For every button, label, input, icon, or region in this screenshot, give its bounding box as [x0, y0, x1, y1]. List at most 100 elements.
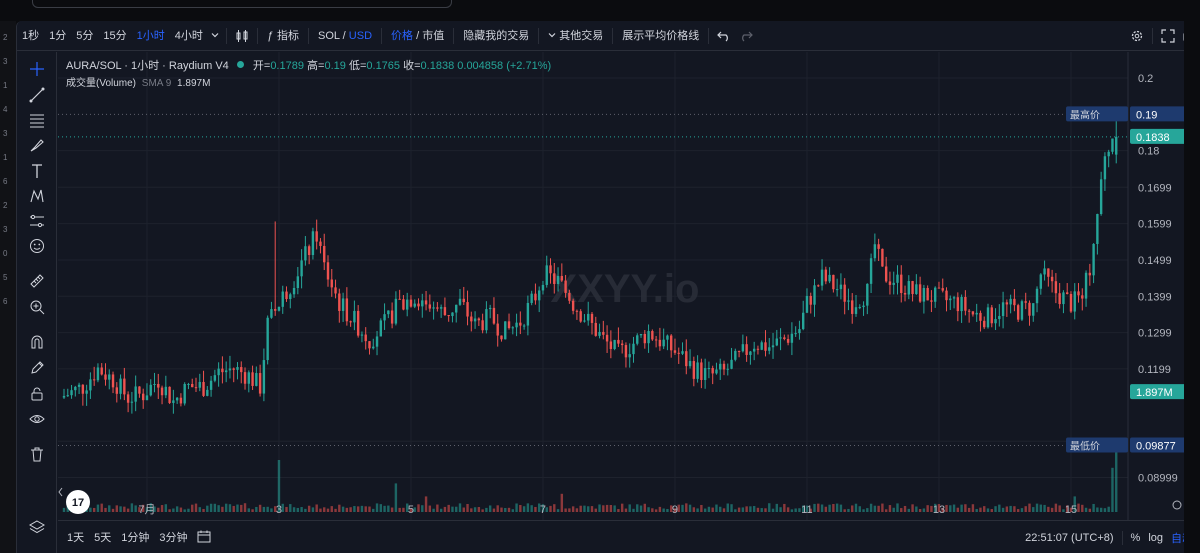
- range-button[interactable]: 1天: [67, 532, 85, 544]
- price-mcap-toggle[interactable]: 价格 / 市值: [386, 21, 449, 51]
- volume-bar: [1088, 508, 1092, 512]
- brush-icon[interactable]: [25, 134, 49, 156]
- chart-panel: 1秒 1分 5分 15分 1小时 4小时 ƒ 指标 SOL / USD 价格 / 市值 隐藏…: [16, 21, 1200, 553]
- calendar-range-icon[interactable]: [193, 522, 215, 552]
- volume-bar: [734, 509, 737, 512]
- candle-body: [334, 287, 337, 294]
- measure-lines-icon[interactable]: [25, 210, 49, 232]
- currency-usd[interactable]: USD: [348, 29, 373, 42]
- ruler-icon[interactable]: [25, 270, 49, 292]
- avg-price-line-button[interactable]: 展示平均价格线: [622, 29, 700, 42]
- candle-body: [703, 368, 707, 380]
- volume-bar: [681, 504, 684, 512]
- volume-bar: [168, 509, 171, 512]
- percent-toggle[interactable]: %: [1130, 531, 1141, 544]
- volume-bar: [519, 505, 522, 512]
- mcap-option[interactable]: 市值: [422, 29, 445, 42]
- candle-body: [81, 384, 85, 394]
- volume-bar: [209, 503, 213, 512]
- candle-body: [428, 304, 432, 309]
- candle-body: [998, 316, 1001, 320]
- trash-icon[interactable]: [25, 443, 49, 465]
- magnet-icon[interactable]: [25, 331, 49, 353]
- fullscreen-icon[interactable]: [1157, 21, 1179, 51]
- volume-bar: [134, 505, 137, 512]
- volume-bar: [575, 508, 579, 512]
- volume-bar: [1016, 509, 1020, 512]
- candle-body: [896, 274, 899, 283]
- emoji-icon[interactable]: [25, 235, 49, 257]
- volume-bar: [643, 503, 646, 512]
- candle-body: [338, 293, 341, 311]
- text-tool-icon[interactable]: [25, 160, 49, 182]
- volume-bar: [485, 507, 488, 512]
- page-scrollbar[interactable]: [1184, 21, 1200, 553]
- interval-button[interactable]: 5分: [76, 29, 94, 42]
- volume-bar: [971, 504, 975, 512]
- volume-bar: [62, 507, 66, 512]
- volume-bar: [983, 506, 986, 512]
- volume-bar: [719, 506, 722, 512]
- volume-bar: [447, 504, 450, 512]
- volume-bar: [191, 504, 194, 512]
- redo-icon[interactable]: [735, 21, 757, 51]
- settings-gear-icon[interactable]: [1126, 21, 1148, 51]
- change-value: 0.004858: [457, 60, 504, 72]
- watermark: XXYY.io: [551, 267, 700, 311]
- interval-button[interactable]: 15分: [103, 29, 127, 42]
- horizontal-lines-icon[interactable]: [25, 109, 49, 131]
- candle-body: [737, 350, 741, 352]
- chart-area[interactable]: XXYY.io 0.2 0.18 0.1699 0.1599 0.1499 0.1399 0.…: [58, 52, 1200, 553]
- volume-bar: [930, 505, 933, 512]
- volume-bar: [477, 507, 481, 512]
- search-box-edge[interactable]: [32, 0, 452, 8]
- candle-body: [903, 293, 907, 295]
- pencil-lock-icon[interactable]: [25, 357, 49, 379]
- candle-body: [696, 362, 699, 379]
- volume-bar: [164, 504, 168, 512]
- undo-icon[interactable]: [713, 21, 735, 51]
- range-button[interactable]: 1分钟: [121, 532, 150, 544]
- volume-bar: [651, 508, 654, 512]
- volume-bar: [726, 503, 729, 512]
- close-label: 收=: [403, 60, 421, 72]
- layers-icon[interactable]: [25, 516, 49, 538]
- range-button[interactable]: 5天: [94, 532, 112, 544]
- candle-body: [247, 372, 250, 384]
- volume-bar: [1066, 505, 1069, 512]
- currency-toggle[interactable]: SOL / USD: [313, 21, 377, 51]
- pattern-icon[interactable]: [25, 185, 49, 207]
- range-button[interactable]: 3分钟: [159, 532, 188, 544]
- left-strip-digit: 4: [3, 105, 8, 114]
- eye-icon[interactable]: [25, 408, 49, 430]
- volume-bar: [538, 503, 541, 512]
- candle-body: [700, 362, 703, 380]
- volume-bar: [843, 509, 846, 512]
- candle-body: [1039, 274, 1042, 289]
- price-chart-svg[interactable]: XXYY.io 0.2 0.18 0.1699 0.1599 0.1499 0.1399 0.…: [58, 52, 1200, 520]
- volume-bar: [138, 507, 141, 512]
- hide-my-trades-button[interactable]: 隐藏我的交易: [463, 29, 530, 42]
- interval-button[interactable]: 1分: [49, 29, 67, 42]
- price-option[interactable]: 价格: [391, 29, 414, 42]
- interval-button[interactable]: 1秒: [22, 29, 40, 42]
- candle-type-icon[interactable]: [231, 21, 253, 51]
- crosshair-icon[interactable]: [25, 58, 49, 80]
- mcap-sep: /: [416, 29, 420, 42]
- volume-bar: [745, 506, 748, 512]
- candle-body: [564, 280, 567, 293]
- interval-button[interactable]: 4小时: [174, 29, 203, 42]
- volume-bar: [900, 508, 903, 512]
- volume-bar: [356, 506, 360, 512]
- interval-button[interactable]: 1小时: [136, 29, 165, 42]
- currency-sol[interactable]: SOL: [318, 29, 340, 42]
- volume-bar: [1028, 503, 1031, 512]
- lock-icon[interactable]: [25, 383, 49, 405]
- volume-bar: [224, 503, 228, 512]
- trendline-icon[interactable]: [25, 84, 49, 106]
- zoom-in-icon[interactable]: [25, 296, 49, 318]
- log-toggle[interactable]: log: [1148, 531, 1163, 544]
- other-trades-dropdown[interactable]: 其他交易: [543, 21, 608, 51]
- indicators-button[interactable]: ƒ 指标: [262, 21, 304, 51]
- interval-dropdown[interactable]: [208, 21, 222, 51]
